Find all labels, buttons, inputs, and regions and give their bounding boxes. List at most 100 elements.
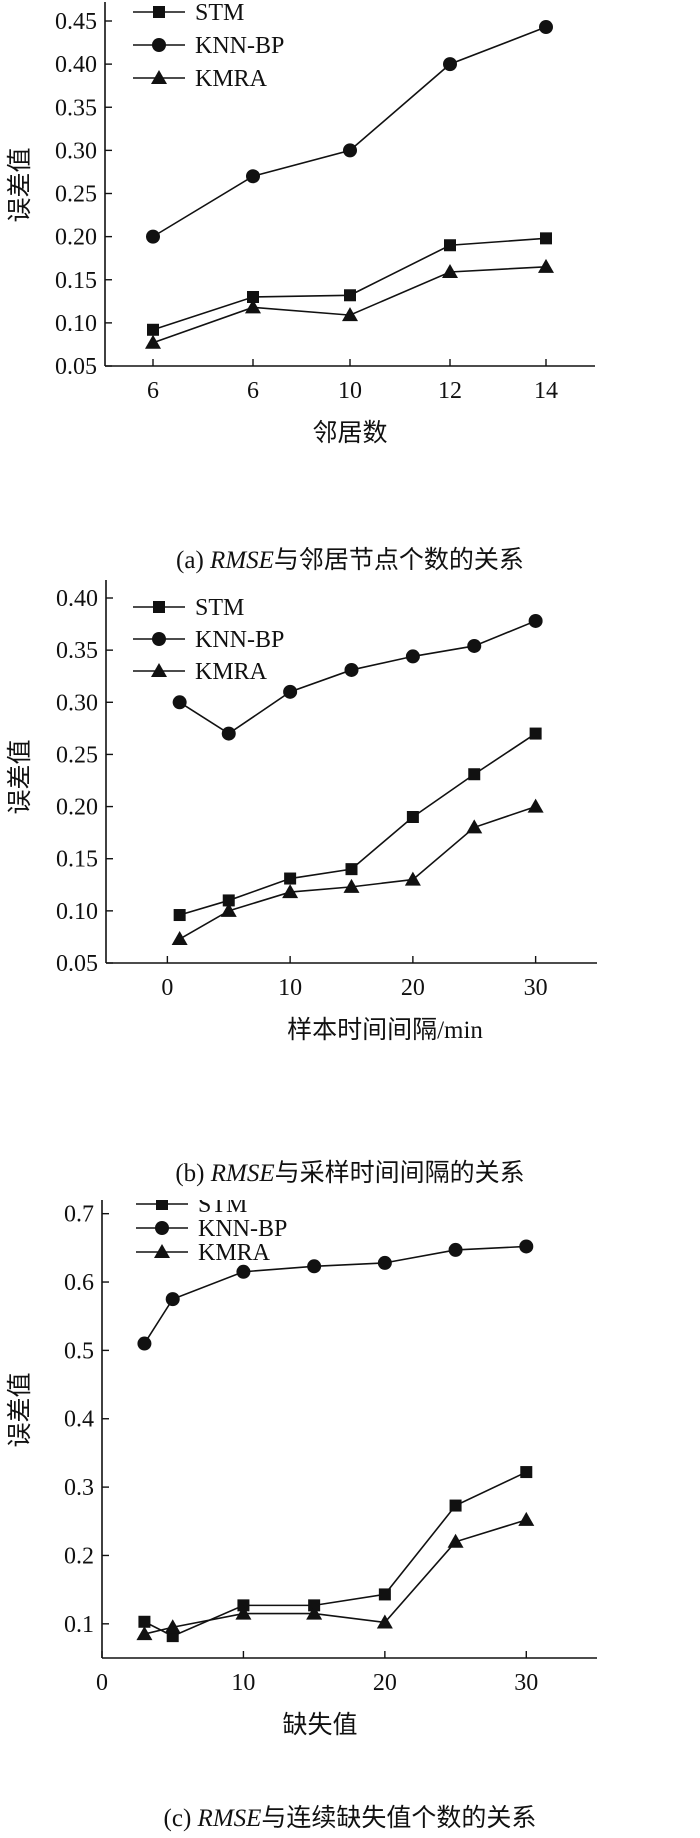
c0-legend-marker: [153, 6, 165, 18]
c1-point-kmra: [466, 819, 483, 834]
chart-panel-a: 0.05 0.10 0.15 0.20 0.25 0.30 0.35 0.40 0.45 6 6 10…: [0, 0, 700, 580]
c0-y-tick-label: 0.45: [55, 9, 97, 35]
c2-legend-label: STM: [198, 1200, 247, 1218]
c1-point-stm: [529, 727, 542, 740]
c2-point-stm: [449, 1499, 462, 1512]
c2-x-tick-label: 20: [373, 1670, 397, 1696]
c0-y-tick-label: 0.05: [55, 354, 97, 380]
c1-legend-label: KNN-BP: [195, 627, 284, 653]
c2-y-tick-label: 0.5: [64, 1338, 94, 1364]
c1-y-tick-label: 0.30: [56, 690, 98, 716]
chart-panel-b: 0.05 0.10 0.15 0.20 0.25 0.30 0.35 0.40 0 10 20 30 样…: [0, 580, 700, 1200]
c1-point-knn-bp: [344, 662, 359, 677]
c2-point-knn-bp: [377, 1255, 392, 1270]
c1-point-stm: [468, 768, 481, 781]
caption-a: (a) RMSE与邻居节点个数的关系: [0, 540, 700, 576]
c1-series-line-kmra: [179, 805, 536, 940]
c0-point-knn-bp: [146, 229, 160, 244]
c0-legend-marker: [152, 38, 166, 52]
c2-point-stm: [520, 1466, 533, 1479]
c1-point-knn-bp: [405, 649, 420, 664]
c1-legend-marker: [153, 601, 165, 613]
c2-y-tick-label: 0.6: [64, 1270, 94, 1296]
c2-legend-marker: [154, 1244, 170, 1258]
c0-point-stm: [444, 239, 456, 252]
c2-point-stm: [138, 1615, 151, 1628]
c1-y-tick-label: 0.10: [56, 899, 98, 925]
c1-y-tick-label: 0.25: [56, 742, 98, 768]
c0-point-knn-bp: [539, 20, 553, 35]
chart-b-svg: 0.05 0.10 0.15 0.20 0.25 0.30 0.35 0.40 0 10 20 30 样…: [6, 580, 597, 1044]
caption-b-suffix: 与采样时间间隔的关系: [274, 1160, 525, 1187]
c1-point-kmra: [171, 931, 188, 946]
c2-point-kmra: [164, 1619, 181, 1634]
c1-point-kmra: [527, 798, 544, 813]
c1-y-tick-label: 0.20: [56, 795, 98, 821]
c2-point-kmra: [447, 1533, 464, 1548]
c2-y-tick-label: 0.1: [64, 1612, 94, 1638]
c2-x-tick-label: 0: [96, 1670, 108, 1696]
c0-y-tick-label: 0.30: [55, 138, 97, 164]
c0-x-tick-label: 14: [534, 378, 558, 404]
c1-point-stm: [284, 872, 297, 885]
caption-c-suffix: 与连续缺失值个数的关系: [261, 1805, 537, 1832]
c2-point-kmra: [136, 1626, 153, 1641]
c0-x-tick-label: 6: [247, 378, 259, 404]
c1-y-tick-label: 0.35: [56, 638, 98, 664]
c0-x-tick-label: 6: [147, 378, 159, 404]
c1-point-stm: [345, 863, 358, 876]
c0-y-tick-label: 0.35: [55, 95, 97, 121]
c2-series-line-kmra: [144, 1519, 527, 1635]
c0-legend-label: KMRA: [195, 66, 268, 92]
c0-point-knn-bp: [343, 143, 357, 158]
c0-point-kmra: [245, 299, 261, 314]
c2-point-knn-bp: [448, 1242, 463, 1257]
c2-y-axis-label: 误差值: [6, 1372, 34, 1447]
c1-x-tick-label: 30: [524, 975, 548, 1001]
c1-legend-marker: [152, 632, 166, 646]
c2-point-knn-bp: [519, 1239, 534, 1254]
c2-legend-marker: [156, 1200, 168, 1210]
c2-point-stm: [378, 1588, 391, 1601]
c1-point-knn-bp: [283, 684, 298, 699]
caption-a-prefix: (a): [176, 547, 211, 574]
c0-point-stm: [540, 232, 552, 245]
c0-point-knn-bp: [246, 169, 260, 184]
caption-c-prefix: (c): [163, 1805, 198, 1832]
c2-point-kmra: [235, 1605, 252, 1620]
c1-x-tick-label: 10: [278, 975, 302, 1001]
chart-a-svg: 0.05 0.10 0.15 0.20 0.25 0.30 0.35 0.40 0.45 6 6 10…: [6, 0, 595, 447]
c0-point-kmra: [145, 334, 161, 349]
caption-c-italic: RMSE: [197, 1805, 262, 1832]
c2-point-kmra: [376, 1614, 393, 1629]
c0-legend-marker: [151, 70, 167, 84]
c0-legend-label: STM: [195, 0, 244, 26]
c0-y-axis-label: 误差值: [6, 147, 34, 222]
c0-y-tick-label: 0.25: [55, 182, 97, 208]
c1-point-kmra: [343, 878, 360, 893]
c2-point-kmra: [518, 1511, 535, 1526]
c0-point-knn-bp: [443, 57, 457, 72]
c0-point-kmra: [442, 263, 458, 278]
c2-x-axis-label: 缺失值: [282, 1711, 357, 1739]
c1-y-axis-label: 误差值: [6, 739, 34, 814]
c0-point-stm: [344, 289, 356, 302]
caption-a-italic: RMSE: [210, 547, 274, 574]
c1-point-stm: [406, 811, 419, 823]
chart-c-svg: 0.1 0.2 0.3 0.4 0.5 0.6 0.7 0 10 20 30 缺失值 误差值 STMKNN…: [6, 1200, 597, 1739]
c0-series-line-kmra: [152, 266, 547, 344]
c2-x-tick-label: 30: [514, 1670, 538, 1696]
c2-legend-marker: [155, 1221, 169, 1235]
c1-y-tick-label: 0.40: [56, 586, 98, 612]
caption-c: (c) RMSE与连续缺失值个数的关系: [0, 1798, 700, 1834]
c1-point-knn-bp: [528, 613, 543, 628]
c0-y-tick-label: 0.20: [55, 225, 97, 251]
c1-point-stm: [222, 894, 235, 907]
c2-y-tick-label: 0.3: [64, 1475, 94, 1501]
c1-point-knn-bp: [221, 726, 236, 741]
c2-x-tick-label: 10: [231, 1670, 255, 1696]
chart-panel-c: 0.1 0.2 0.3 0.4 0.5 0.6 0.7 0 10 20 30 缺失值 误差值 STM KNN…: [0, 1200, 700, 1838]
caption-b-italic: RMSE: [210, 1160, 275, 1187]
c1-point-kmra: [282, 884, 299, 899]
caption-a-suffix: 与邻居节点个数的关系: [273, 547, 524, 574]
